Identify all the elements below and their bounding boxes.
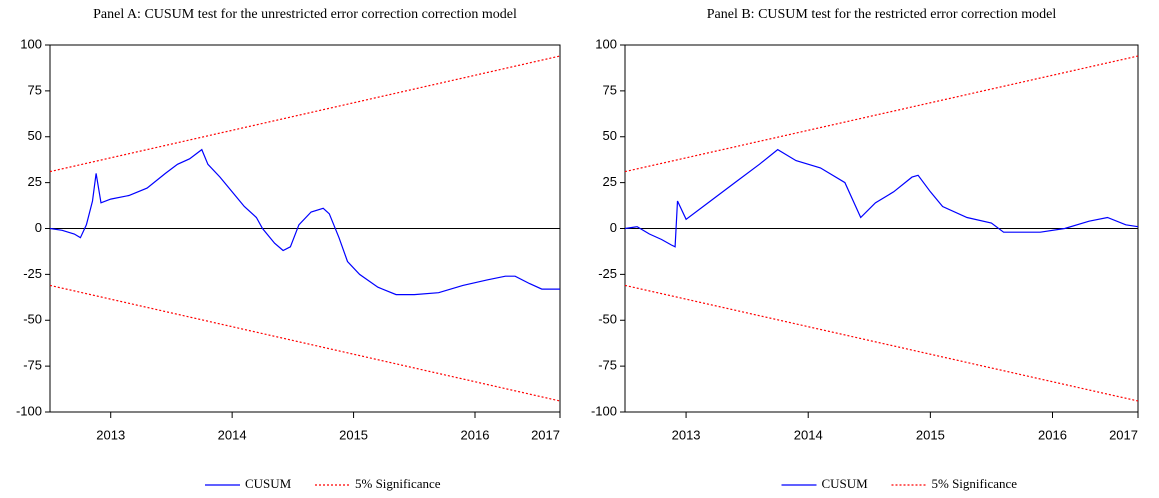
y-tick-label: 100 [20,36,42,51]
legend-label: CUSUM [822,476,869,491]
series-line [624,55,1139,173]
y-tick-label: -75 [23,358,42,373]
series-line [624,148,1139,248]
y-tick-label: -75 [598,358,617,373]
x-tick-label: 2016 [1038,427,1067,442]
legend-label: 5% Significance [932,476,1018,491]
chart-title: Panel B: CUSUM test for the restricted e… [707,7,1057,22]
x-tick-label: 2016 [461,427,490,442]
x-tick-label: 2017 [531,427,560,442]
y-tick-label: 75 [603,82,617,97]
x-tick-label: 2015 [916,427,945,442]
x-tick-label: 2013 [96,427,125,442]
y-tick-label: 0 [610,220,617,235]
y-tick-label: -50 [23,312,42,327]
x-tick-label: 2015 [339,427,368,442]
y-tick-label: -50 [598,312,617,327]
series-line-lower [49,284,561,402]
x-tick-label: 2017 [1109,427,1138,442]
y-tick-label: 25 [603,174,617,189]
x-tick-label: 2013 [672,427,701,442]
y-tick-label: 25 [28,174,42,189]
series-line [49,148,560,296]
x-tick-label: 2014 [794,427,823,442]
y-tick-label: 50 [28,128,42,143]
y-tick-label: 0 [35,220,42,235]
chart-title: Panel A: CUSUM test for the unrestricted… [93,7,517,22]
y-tick-label: -100 [16,403,42,418]
x-tick-label: 2014 [218,427,247,442]
y-tick-label: -100 [591,403,617,418]
series-line-lower [624,284,1139,402]
y-tick-label: 100 [595,36,617,51]
y-tick-label: -25 [598,266,617,281]
legend-label: 5% Significance [355,476,441,491]
y-tick-label: 75 [28,82,42,97]
legend-label: CUSUM [245,476,292,491]
y-tick-label: 50 [603,128,617,143]
series-line [49,55,561,173]
y-tick-label: -25 [23,266,42,281]
